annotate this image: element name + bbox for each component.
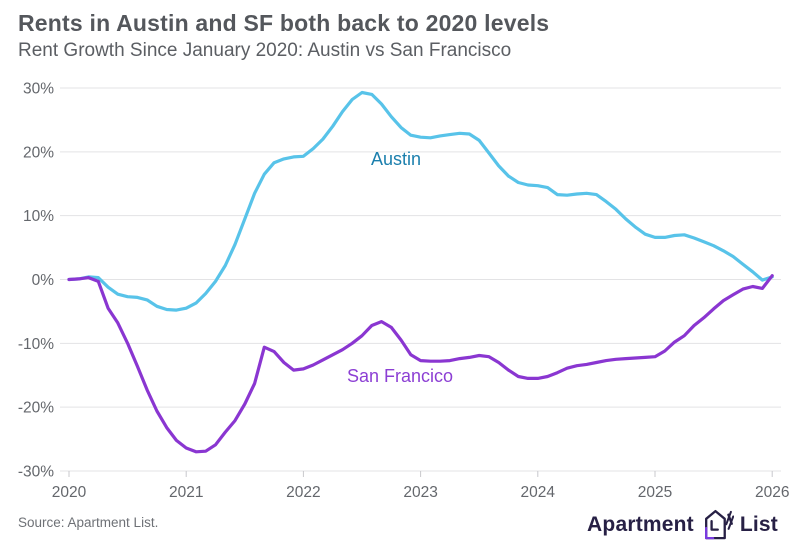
austin-line xyxy=(67,90,774,312)
x-tick-label: 2021 xyxy=(169,484,203,501)
y-tick-label: 10% xyxy=(23,208,54,225)
x-tick-label: 2023 xyxy=(403,484,437,501)
y-tick-label: -30% xyxy=(18,463,54,480)
page-title: Rents in Austin and SF both back to 2020… xyxy=(18,10,550,36)
x-tick-label: 2025 xyxy=(638,484,672,501)
apartment-list-house-icon xyxy=(700,507,735,543)
y-tick-label: -10% xyxy=(18,336,54,353)
san-francisco-line xyxy=(67,274,774,454)
y-tick-label: -20% xyxy=(18,400,54,417)
austin-label: Austin xyxy=(371,149,421,169)
logo-word-apartment: Apartment xyxy=(587,513,694,536)
x-tick-label: 2024 xyxy=(521,484,556,501)
san-francisco-label: San Francico xyxy=(347,366,453,386)
x-tick-label: 2020 xyxy=(52,484,87,501)
logo-word-list: List xyxy=(739,513,778,536)
source-note: Source: Apartment List. xyxy=(18,515,159,530)
apartment-list-logo: Apartment List xyxy=(587,507,778,543)
y-tick-label: 0% xyxy=(32,272,55,289)
x-tick-label: 2026 xyxy=(755,484,789,501)
x-tick-label: 2022 xyxy=(286,484,320,501)
page-subtitle: Rent Growth Since January 2020: Austin v… xyxy=(18,40,512,61)
y-tick-label: 20% xyxy=(23,144,54,161)
y-tick-label: 30% xyxy=(23,81,54,98)
